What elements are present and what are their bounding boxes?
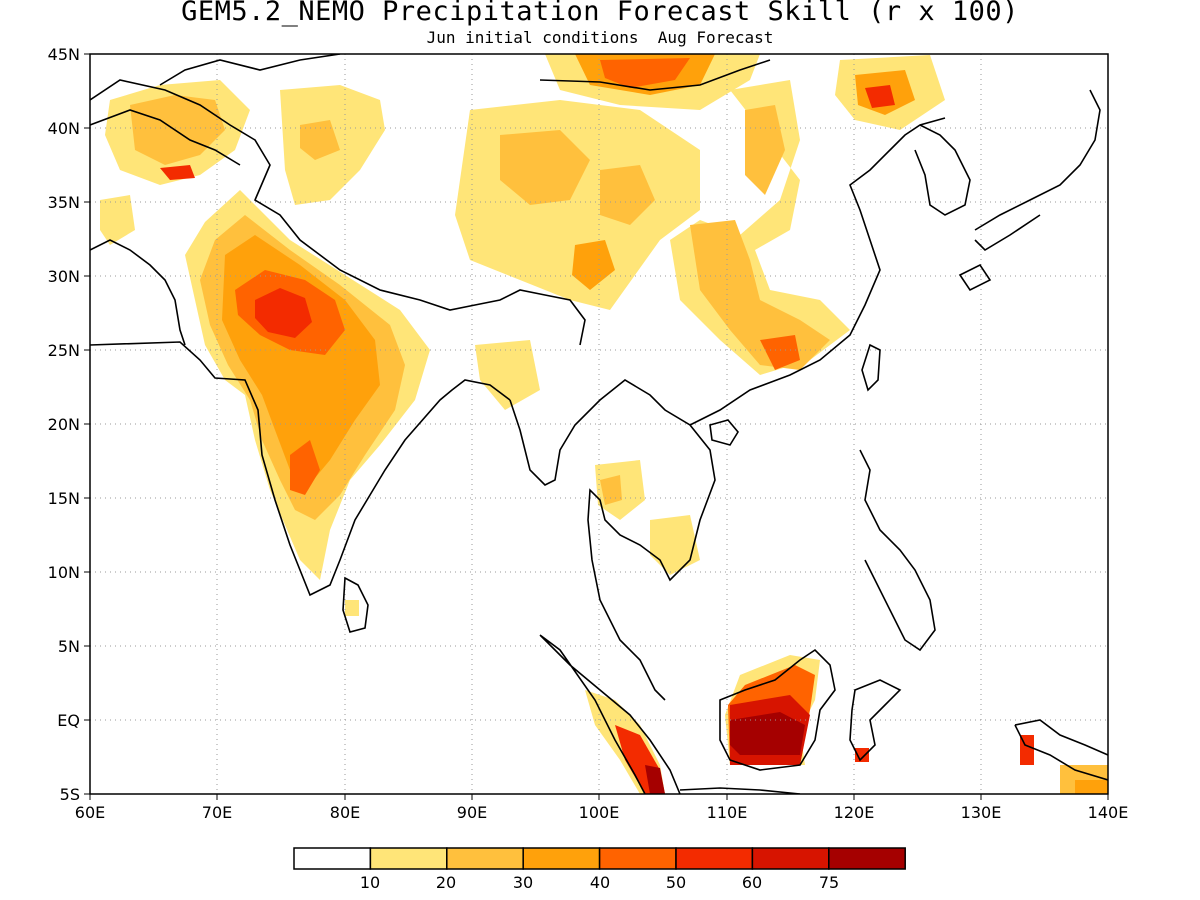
skill-region-sumatra — [645, 765, 665, 794]
map-grid — [90, 54, 1108, 794]
colorbar-swatches — [293, 847, 906, 870]
lat-tick-label: 25N — [48, 341, 80, 360]
skill-region-newguinea — [1075, 780, 1108, 794]
lon-tick-labels: 60E 70E 80E 90E 100E 110E 120E 130E 140E — [75, 803, 1129, 822]
colorbar-swatch — [293, 847, 372, 870]
border-himalaya — [90, 79, 586, 346]
coastlines — [90, 54, 1108, 794]
skill-region-borneo — [730, 712, 805, 755]
skill-region-westasia — [100, 195, 135, 245]
skill-region-seasia — [475, 340, 540, 410]
skill-region-tibet — [500, 130, 590, 205]
map-subtitle: Jun initial conditions Aug Forecast — [426, 28, 774, 47]
skill-region-india — [255, 288, 312, 338]
lat-tick-label: 5S — [60, 785, 80, 804]
lon-tick-label: 90E — [457, 803, 487, 822]
skill-region-westasia — [160, 165, 195, 180]
lat-tick-label: 40N — [48, 119, 80, 138]
colorbar-swatch — [522, 847, 601, 870]
coastline-philippines — [859, 449, 936, 652]
colorbar-label: 10 — [360, 873, 380, 892]
colorbar-labels: 10 20 30 40 50 60 75 — [360, 873, 839, 892]
coastline-sumatra — [539, 634, 681, 794]
colorbar-label: 60 — [742, 873, 762, 892]
skill-shading — [100, 54, 1108, 794]
coastline-sulawesi — [849, 679, 902, 762]
border-central-asia — [90, 54, 771, 166]
colorbar: 10 20 30 40 50 60 75 — [293, 847, 906, 892]
colorbar-swatch — [446, 847, 524, 870]
coastline-japan — [958, 89, 1101, 292]
colorbar-swatch — [675, 847, 754, 870]
skill-region-tibet — [600, 165, 655, 225]
coastline-taiwan — [861, 343, 881, 392]
coastline-china — [689, 117, 946, 426]
skill-region-china — [760, 335, 800, 370]
lat-tick-label: 35N — [48, 193, 80, 212]
coastline-java — [679, 787, 801, 794]
skill-region-mongolia — [600, 58, 690, 88]
lon-tick-label: 110E — [707, 803, 748, 822]
skill-region-neasia — [865, 85, 895, 108]
lat-tick-label: 10N — [48, 563, 80, 582]
coastline-borneo — [719, 648, 836, 771]
skill-region-tibet — [300, 120, 340, 160]
lon-tick-label: 100E — [579, 803, 620, 822]
skill-region-tibet — [572, 240, 615, 290]
colorbar-label: 75 — [819, 873, 839, 892]
map-title: GEM5.2_NEMO Precipitation Forecast Skill… — [181, 0, 1019, 27]
tick-marks — [84, 53, 1109, 800]
colorbar-swatch — [598, 847, 677, 870]
lon-tick-label: 140E — [1088, 803, 1129, 822]
colorbar-label: 50 — [666, 873, 686, 892]
skill-region-srilanka — [345, 600, 359, 616]
lat-tick-labels: 45N 40N 35N 30N 25N 20N 15N 10N 5N EQ 5S — [48, 45, 80, 804]
coastline-srilanka — [342, 576, 369, 633]
skill-region-westasia — [130, 95, 225, 165]
lat-tick-label: 45N — [48, 45, 80, 64]
lon-tick-label: 70E — [202, 803, 232, 822]
skill-region-seasia — [650, 515, 700, 575]
colorbar-swatch — [828, 847, 906, 870]
lon-tick-label: 130E — [961, 803, 1002, 822]
coastline-hainan — [709, 419, 739, 446]
colorbar-label: 30 — [513, 873, 533, 892]
colorbar-swatch — [369, 847, 448, 870]
lat-tick-label: 30N — [48, 267, 80, 286]
lon-tick-label: 80E — [330, 803, 360, 822]
colorbar-label: 20 — [436, 873, 456, 892]
lat-tick-label: 15N — [48, 489, 80, 508]
skill-region-china — [690, 220, 830, 370]
coastline-seasia — [509, 379, 716, 701]
coastline-newguinea — [1014, 719, 1108, 781]
coastline-korea — [914, 124, 971, 216]
lon-tick-label: 120E — [834, 803, 875, 822]
coastline-india — [90, 341, 511, 597]
border-iran-pakistan — [90, 239, 186, 346]
colorbar-label: 40 — [590, 873, 610, 892]
skill-region-india — [290, 440, 320, 495]
colorbar-swatch — [751, 847, 830, 870]
lat-tick-label: 5N — [58, 637, 80, 656]
lat-tick-label: EQ — [57, 711, 80, 730]
lon-tick-label: 60E — [75, 803, 105, 822]
lat-tick-label: 20N — [48, 415, 80, 434]
